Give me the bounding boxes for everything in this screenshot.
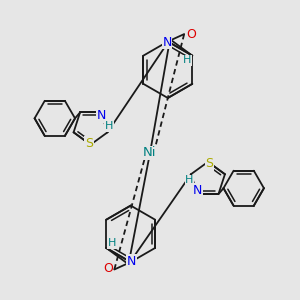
Text: N: N — [96, 110, 106, 122]
Text: S: S — [206, 157, 213, 170]
Text: Ni: Ni — [143, 146, 157, 160]
Text: H: H — [107, 238, 116, 248]
Text: S: S — [85, 137, 93, 150]
Text: N: N — [162, 36, 172, 49]
Text: H: H — [105, 122, 113, 131]
Text: O: O — [186, 28, 196, 41]
Text: H: H — [183, 55, 191, 65]
Text: O: O — [103, 262, 113, 275]
Text: N: N — [127, 255, 136, 268]
Text: H: H — [185, 175, 194, 185]
Text: N: N — [193, 184, 202, 197]
